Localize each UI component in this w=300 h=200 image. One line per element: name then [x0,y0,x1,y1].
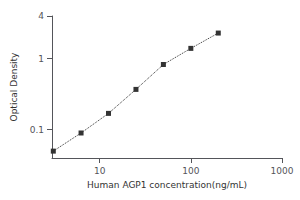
svg-text:100: 100 [182,166,199,176]
svg-text:1000: 1000 [271,166,294,176]
svg-text:1: 1 [38,54,44,64]
svg-text:10: 10 [94,166,106,176]
svg-text:Optical Density: Optical Density [9,52,19,122]
svg-text:4: 4 [38,11,44,21]
svg-text:0.1: 0.1 [30,125,44,135]
svg-text:Human AGP1 concentration(ng/mL: Human AGP1 concentration(ng/mL) [87,180,247,190]
